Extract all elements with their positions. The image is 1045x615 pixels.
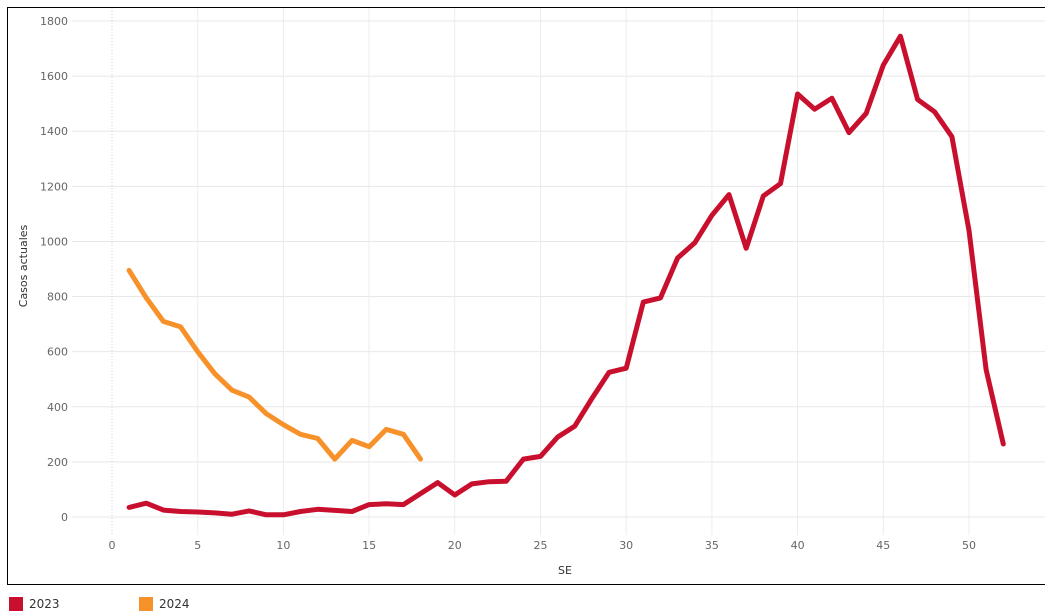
y-tick-label: 1600: [40, 70, 68, 83]
legend-item-2023[interactable]: 2023: [9, 597, 60, 611]
y-tick-label: 1000: [40, 235, 68, 248]
y-axis-ticks: 0 200 400 600 800 1000 1200 1400 1600 1800: [40, 15, 68, 524]
x-tick-label: 50: [962, 539, 976, 552]
x-tick-label: 15: [362, 539, 376, 552]
y-tick-label: 1400: [40, 125, 68, 138]
y-tick-label: 200: [47, 456, 68, 469]
x-tick-label: 20: [448, 539, 462, 552]
line-chart: 0 200 400 600 800 1000 1200 1400 1600 1800 0 5 10 15…: [17, 8, 1045, 577]
x-tick-label: 35: [705, 539, 719, 552]
series-line-2023[interactable]: [126, 33, 1006, 518]
x-tick-label: 10: [276, 539, 290, 552]
x-axis-title: SE: [558, 564, 572, 577]
x-tick-label: 45: [876, 539, 890, 552]
chart-frame: [7, 7, 1045, 585]
series-lines: [126, 33, 1006, 518]
y-axis-title: Casos actuales: [17, 224, 30, 307]
y-tick-label: 400: [47, 401, 68, 414]
legend-label: 2024: [159, 597, 190, 611]
legend-label: 2023: [29, 597, 60, 611]
x-tick-label: 0: [109, 539, 116, 552]
y-tick-label: 1800: [40, 15, 68, 28]
grid-lines: [72, 8, 1045, 535]
y-tick-label: 800: [47, 291, 68, 304]
legend-swatch-2024: [139, 597, 153, 611]
series-line-2024[interactable]: [126, 267, 423, 462]
legend-item-2024[interactable]: 2024: [139, 597, 190, 611]
y-tick-label: 1200: [40, 180, 68, 193]
x-axis-ticks: 051015202530354045505: [109, 539, 977, 552]
y-tick-label: 600: [47, 346, 68, 359]
legend-swatch-2023: [9, 597, 23, 611]
x-tick-label: 5: [194, 539, 201, 552]
y-tick-label: 0: [61, 511, 68, 524]
x-tick-label: 40: [791, 539, 805, 552]
x-tick-label: 25: [534, 539, 548, 552]
x-tick-label: 30: [619, 539, 633, 552]
